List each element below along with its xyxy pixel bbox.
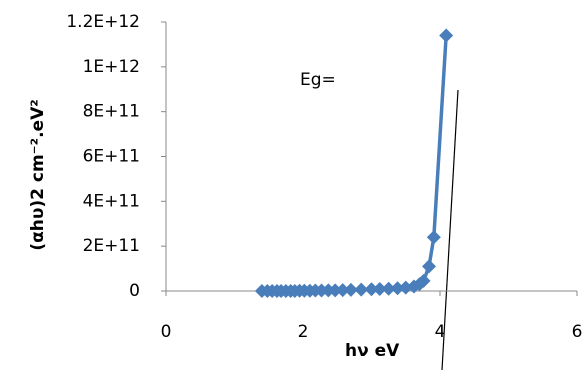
marker — [439, 28, 454, 43]
x-tick-label: 0 — [161, 322, 172, 342]
marker — [328, 283, 343, 298]
x-tick-label: 4 — [435, 322, 446, 342]
y-tick-label: 6E+11 — [83, 147, 140, 167]
y-axis-label: (αhυ)2 cm⁻².eV² — [28, 99, 48, 250]
marker — [343, 282, 358, 297]
marker — [390, 281, 405, 296]
y-tick-label: 2E+11 — [83, 236, 140, 256]
y-tick-label: 1.2E+12 — [66, 12, 140, 32]
y-tick-label: 4E+11 — [83, 191, 140, 211]
marker — [416, 273, 431, 288]
marker — [398, 280, 413, 295]
marker — [372, 281, 387, 296]
marker — [354, 282, 369, 297]
x-tick-label: 2 — [298, 322, 309, 342]
marker — [381, 281, 396, 296]
y-tick-label: 0 — [129, 281, 140, 301]
series-line — [261, 35, 448, 293]
marker — [422, 259, 437, 274]
marker — [426, 230, 441, 245]
x-axis-label: hν eV — [345, 341, 400, 361]
annotation: Eg= — [300, 70, 336, 90]
y-tick-label: 8E+11 — [83, 102, 140, 122]
y-tick-label: 1E+12 — [83, 57, 140, 77]
marker — [335, 283, 350, 298]
x-tick-label: 6 — [572, 322, 582, 342]
marker — [364, 282, 379, 297]
tangent-line — [441, 89, 459, 371]
